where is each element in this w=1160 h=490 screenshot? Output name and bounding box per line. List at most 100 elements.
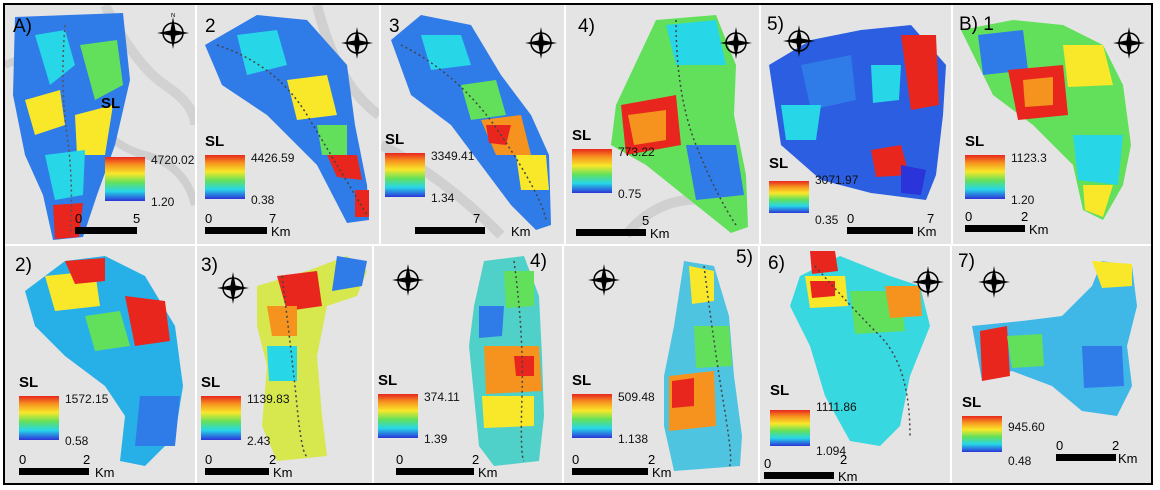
panel-label: A): [13, 16, 32, 37]
compass-icon: [341, 27, 373, 59]
panel-label: B) 1: [959, 14, 994, 35]
panel-label: 3): [201, 255, 218, 276]
map-panel-b4: 4) SL 374.11 1.39 0 2 Km: [374, 246, 562, 483]
scale-bar-line: [19, 468, 89, 475]
scale-bar: 0 2 Km: [205, 452, 325, 482]
legend-min-value: 1.34: [431, 191, 455, 205]
scale-end-label: 7: [473, 211, 481, 226]
color-ramp: [19, 396, 59, 440]
scale-unit-label: Km: [838, 469, 858, 483]
scale-end-label: 7: [927, 211, 935, 226]
scale-bar: 0 7 Km: [847, 211, 949, 241]
legend-min-value: 0.58: [65, 434, 89, 448]
legend-title: SL: [101, 95, 121, 112]
scale-bar-line: [205, 227, 267, 234]
sl-legend: SL 1111.86 1.094: [770, 382, 880, 462]
map-panel-a3: 3 SL 3349.41 1.34 7 Km: [381, 5, 564, 244]
legend-min-value: 1.39: [424, 432, 448, 446]
scale-end-label: 2: [83, 452, 91, 467]
scale-unit-label: Km: [1118, 451, 1138, 466]
scale-bar-line: [847, 227, 913, 234]
scale-start-label: 0: [75, 211, 83, 226]
map-panel-b5: 5) SL 509.48 1.138 0 2 Km: [564, 246, 758, 483]
scale-unit-label: Km: [478, 465, 498, 480]
compass-icon: N: [157, 13, 189, 49]
legend-min-value: 1.20: [1011, 193, 1035, 207]
compass-icon: [392, 264, 424, 296]
map-panel-a2: 2 SL 4426.59 0.38 0 7 Km: [197, 5, 379, 244]
sl-legend: SL 945.60 0.48: [962, 394, 1072, 474]
scale-end-label: 2: [269, 452, 277, 467]
scale-unit-label: Km: [917, 224, 937, 239]
panel-label: 3: [389, 16, 400, 37]
sl-map-b3: [257, 256, 367, 461]
scale-bar: 0 2 Km: [396, 452, 536, 482]
legend-min-value: 1.094: [816, 444, 847, 458]
map-panel-b7: 7) SL 945.60 0.48 0 2 Km: [952, 246, 1151, 483]
sl-legend: SL 3071.97 0.35: [769, 155, 879, 227]
sl-legend: SL 1139.83 2.43: [201, 374, 311, 454]
sl-map-b1: [961, 20, 1131, 220]
map-figure: A) N SL 4720.02 1.20 0 5: [3, 3, 1153, 485]
sl-map-a2: [205, 5, 379, 223]
legend-title: SL: [962, 394, 982, 411]
compass-icon: [720, 27, 752, 59]
scale-unit-label: Km: [650, 226, 670, 241]
panel-label: 5): [736, 247, 753, 268]
scale-bar-line: [205, 468, 269, 475]
legend-title: SL: [572, 127, 592, 144]
legend-max-value: 3349.41: [431, 149, 475, 163]
scale-bar: 0 2 Km: [19, 452, 149, 482]
scale-bar: 7 Km: [415, 211, 545, 241]
legend-min-value: 0.75: [618, 187, 642, 201]
legend-min-value: 2.43: [247, 434, 271, 448]
legend-title: SL: [205, 133, 225, 150]
legend-max-value: 1111.86: [816, 400, 857, 414]
panel-label: 5): [767, 14, 784, 35]
sl-map-a1: [5, 5, 195, 240]
scale-bar: 0 2 Km: [1056, 438, 1148, 468]
legend-title: SL: [769, 155, 789, 172]
map-panel-b2: 2) SL 1572.15 0.58 0 2 Km: [5, 246, 195, 483]
scale-start-label: 0: [205, 211, 213, 226]
legend-max-value: 374.11: [424, 390, 460, 404]
sl-legend: SL 3349.41 1.34: [385, 131, 495, 211]
compass-icon: [588, 264, 620, 296]
scale-end-label: 2: [648, 452, 656, 467]
color-ramp: [378, 394, 418, 438]
legend-max-value: 509.48: [618, 390, 655, 404]
panel-label: 4): [578, 16, 595, 37]
svg-text:N: N: [171, 13, 175, 19]
map-panel-b3: 3) SL 1139.83 2.43 0 2 Km: [197, 246, 372, 483]
compass-icon: [783, 25, 815, 57]
scale-bar-line: [572, 468, 648, 475]
legend-min-value: 1.20: [151, 195, 175, 209]
panel-label: 2: [205, 16, 216, 37]
scale-start-label: 0: [965, 209, 973, 224]
sl-map-a4: [611, 15, 748, 239]
legend-title: SL: [965, 133, 985, 150]
panel-label: 7): [958, 251, 975, 272]
map-panel-b1: B) 1 SL 1123.3 1.20 0 2 Km: [953, 5, 1151, 244]
scale-unit-label: Km: [273, 465, 293, 480]
sl-legend: SL 4426.59 0.38: [205, 133, 315, 207]
legend-title: SL: [378, 372, 398, 389]
scale-start-label: 0: [396, 452, 404, 467]
scale-end-label: 2: [472, 452, 480, 467]
scale-unit-label: Km: [95, 465, 115, 480]
legend-max-value: 773.22: [618, 145, 655, 159]
scale-start-label: 0: [19, 452, 27, 467]
sl-map-b4: [469, 256, 544, 466]
scale-bar: 0 2 Km: [764, 452, 884, 483]
map-panel-a4: 4) SL 773.22 0.75 5 Km: [566, 5, 759, 244]
scale-bar-line: [396, 468, 474, 475]
map-panel-b6: 6) SL 1111.86 1.094 0 2 Km: [760, 246, 950, 483]
color-ramp: [385, 153, 425, 197]
legend-min-value: 1.138: [618, 432, 649, 446]
legend-title: SL: [385, 131, 405, 148]
legend-title: SL: [19, 374, 39, 391]
sl-legend: SL 1572.15 0.58: [19, 374, 129, 454]
scale-unit-label: Km: [271, 224, 291, 239]
scale-unit-label: Km: [1029, 222, 1049, 237]
panel-label: 2): [15, 255, 32, 276]
